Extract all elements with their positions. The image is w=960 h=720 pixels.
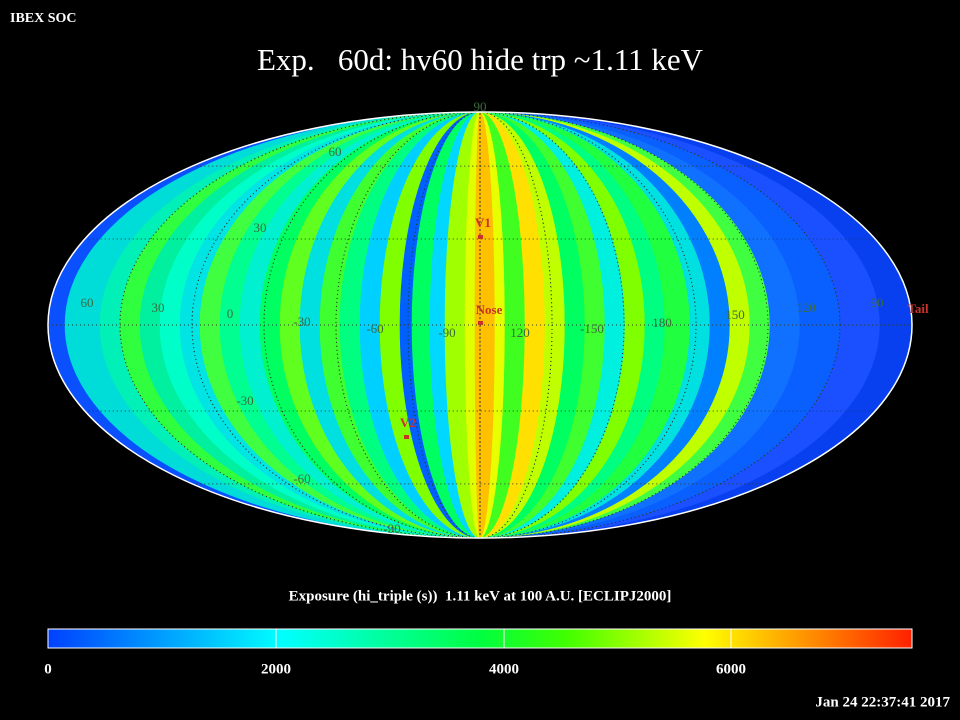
colorbar-label: Exposure (hi_triple (s)) 1.11 keV at 100… [289,588,672,604]
marker-label: V1 [475,215,491,230]
colorbar [47,628,913,649]
lon-label: 0 [227,306,234,321]
marker-dot [478,235,483,239]
lon-label: 90 [871,295,884,310]
lon-label: -60 [366,321,383,336]
title: Exp. 60d: hv60 hide trp ~1.11 keV [257,42,704,77]
marker-label: Tail [907,301,929,316]
lat-label: 30 [254,220,267,235]
lon-label: -30 [293,314,310,329]
colorbar-tick-label: 4000 [489,661,519,677]
marker-dot [478,321,483,325]
lat-label: 90 [474,99,487,114]
lat-label: -30 [236,393,253,408]
lon-label: 60 [81,295,94,310]
header-title: IBEX SOC [10,11,77,26]
timestamp: Jan 24 22:37:41 2017 [815,694,950,710]
lon-label: -90 [438,325,455,340]
lon-label: 150 [725,307,745,322]
lon-label: 120 [510,325,530,340]
lon-label: 120 [796,300,816,315]
colorbar-tick-label: 0 [44,661,52,677]
marker-label: Nose [476,302,503,317]
lat-label: -90 [383,521,400,536]
lon-label: 180 [652,315,672,330]
lat-label: -60 [293,471,310,486]
lat-label: 60 [329,144,342,159]
colorbar-tick-label: 2000 [261,661,291,677]
lon-label: -150 [580,321,604,336]
lon-label: 30 [152,300,165,315]
marker-dot [404,435,409,439]
marker-label: V2 [400,415,416,430]
map-outline [47,111,913,539]
colorbar-tick-label: 6000 [716,661,746,677]
